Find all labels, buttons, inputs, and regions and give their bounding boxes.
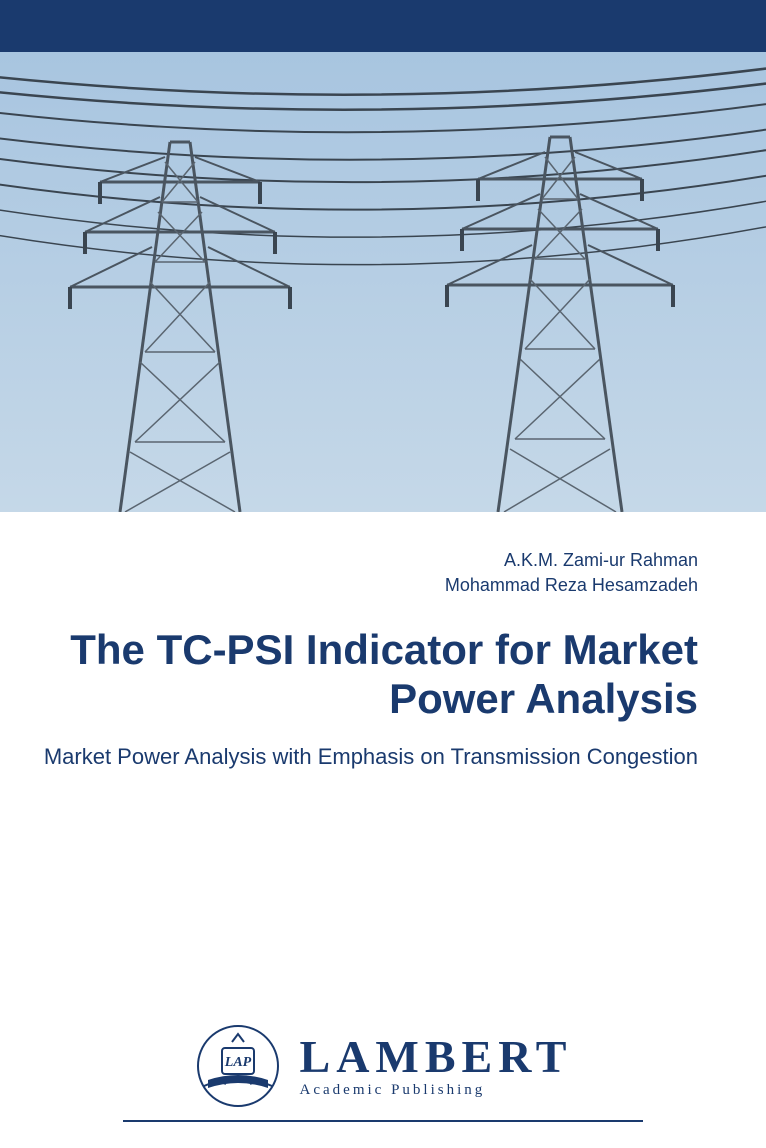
svg-text:LAP: LAP: [223, 1055, 251, 1070]
publisher-logo-icon: LAP: [194, 1022, 282, 1110]
book-subtitle: Market Power Analysis with Emphasis on T…: [0, 723, 766, 772]
author-1: A.K.M. Zami-ur Rahman: [0, 548, 698, 573]
authors-block: A.K.M. Zami-ur Rahman Mohammad Reza Hesa…: [0, 512, 766, 598]
top-bar: [0, 0, 766, 52]
publisher-name: LAMBERT: [300, 1034, 573, 1080]
publisher-text: LAMBERT Academic Publishing: [300, 1034, 573, 1099]
cover-photo: [0, 52, 766, 512]
publisher-block: LAP LAMBERT Academic Publishing: [0, 1022, 766, 1110]
author-2: Mohammad Reza Hesamzadeh: [0, 573, 698, 598]
book-title: The TC-PSI Indicator for Market Power An…: [0, 598, 766, 723]
publisher-subline: Academic Publishing: [300, 1082, 573, 1099]
bottom-divider: [123, 1120, 643, 1122]
